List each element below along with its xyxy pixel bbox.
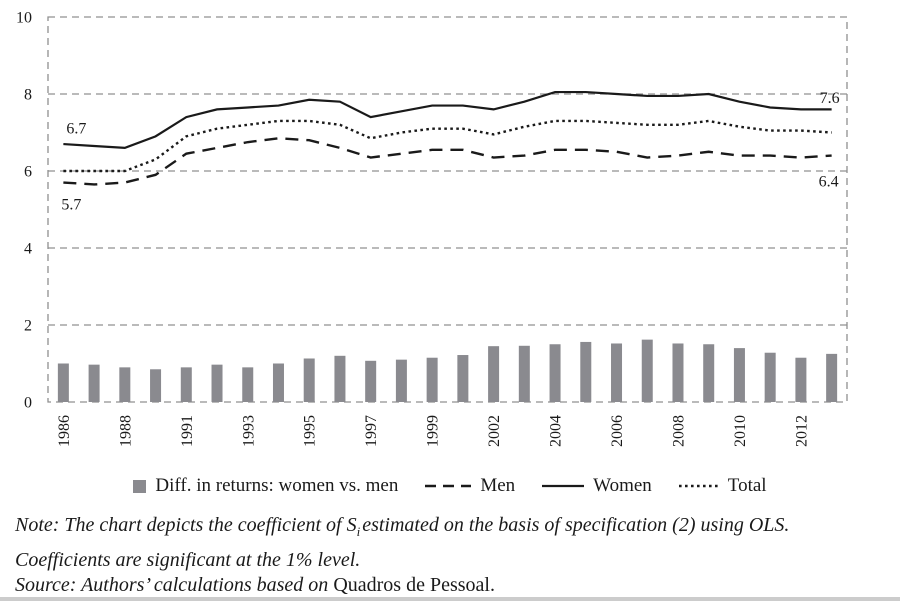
chart-legend: Diff. in returns: women vs. men Men Wome…: [0, 471, 900, 501]
bottom-divider: [0, 597, 900, 601]
x-axis-labels: 1986 1988 1991 1993 1995 1997 1999 2002 2004 2006…: [56, 415, 811, 447]
men-line: [63, 137, 832, 186]
dotted-line-icon: [678, 484, 719, 488]
svg-text:1995: 1995: [302, 415, 319, 447]
svg-text:2006: 2006: [609, 415, 626, 447]
legend-label-men: Men: [480, 475, 516, 496]
diff-bars-series: [57, 339, 838, 402]
svg-text:10: 10: [16, 10, 32, 27]
svg-text:6.7: 6.7: [66, 121, 86, 138]
solid-line-icon: [542, 484, 585, 488]
svg-text:0: 0: [24, 395, 32, 412]
gridlines: [48, 93, 847, 326]
figure-note: Note: The chart depicts the coefficient …: [15, 511, 827, 575]
svg-text:1993: 1993: [240, 415, 257, 447]
plot-border: [47, 16, 848, 403]
svg-text:2: 2: [24, 318, 32, 335]
women-line: [63, 90, 832, 150]
dashed-line-icon: [425, 484, 472, 488]
source-regular-text: Quadros de Pessoal.: [333, 574, 495, 596]
bar-swatch-icon: [133, 479, 147, 493]
svg-text:6.4: 6.4: [819, 173, 839, 190]
legend-label-diff: Diff. in returns: women vs. men: [155, 475, 399, 496]
legend-label-total: Total: [727, 475, 767, 496]
svg-text:1986: 1986: [56, 415, 73, 447]
legend-item-men: Men: [425, 475, 515, 497]
svg-text:1997: 1997: [363, 415, 380, 447]
legend-label-women: Women: [593, 475, 652, 496]
svg-text:2002: 2002: [486, 415, 503, 447]
svg-text:1991: 1991: [179, 415, 196, 447]
svg-text:2010: 2010: [732, 415, 749, 447]
svg-text:2004: 2004: [548, 415, 565, 447]
y-axis-labels: 0 2 4 6 8 10: [16, 10, 32, 412]
legend-item-women: Women: [542, 475, 652, 497]
note-suffix: estimated on the basis of specification …: [15, 514, 790, 571]
note-subscript: i: [356, 524, 361, 539]
legend-item-diff: Diff. in returns: women vs. men: [133, 475, 398, 497]
svg-text:2012: 2012: [793, 415, 810, 447]
svg-text:2008: 2008: [670, 415, 687, 447]
figure-source: Source: Authors’ calculations based on Q…: [15, 572, 875, 598]
legend-item-total: Total: [678, 475, 767, 497]
svg-text:4: 4: [24, 241, 32, 258]
svg-text:1988: 1988: [117, 415, 134, 447]
value-annotations: 6.7 5.7 7.6 6.4: [61, 90, 839, 213]
total-line: [63, 119, 832, 173]
svg-text:1999: 1999: [425, 415, 442, 447]
svg-text:8: 8: [24, 87, 32, 104]
source-italic-text: Source: Authors’ calculations based on: [15, 574, 329, 596]
note-prefix: Note: The chart depicts the coefficient …: [15, 514, 357, 536]
svg-text:6: 6: [24, 164, 32, 181]
svg-text:7.6: 7.6: [820, 90, 840, 107]
svg-text:5.7: 5.7: [61, 197, 81, 214]
